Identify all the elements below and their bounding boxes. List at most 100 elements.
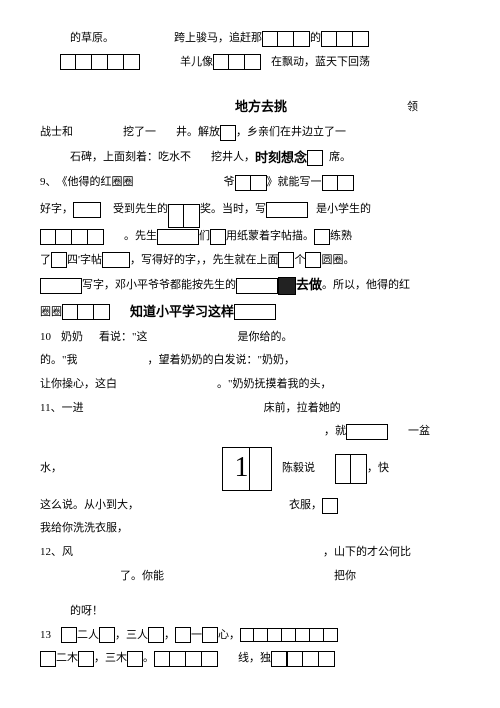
text: ，山下的才公何比 bbox=[323, 544, 411, 562]
text: ，三木 bbox=[94, 650, 127, 668]
line-22: 13 二人 ，三人 ， 一 心， bbox=[40, 627, 460, 645]
text: 练熟 bbox=[330, 228, 352, 246]
number: 9、 bbox=[40, 174, 57, 192]
blank-box bbox=[236, 278, 278, 294]
text: ，望着奶奶的白发说："奶奶， bbox=[148, 352, 296, 370]
text: 奖。当时，写 bbox=[200, 201, 266, 219]
text: 。 bbox=[143, 650, 154, 668]
text: 是小学生的 bbox=[316, 201, 371, 219]
text: 水， bbox=[40, 460, 62, 478]
text: 这么说。从小到大， bbox=[40, 497, 139, 515]
blank-box bbox=[61, 627, 77, 643]
text: 衣服， bbox=[289, 497, 322, 515]
text: 奶奶 bbox=[61, 329, 83, 347]
text: 》就能写一 bbox=[267, 174, 322, 192]
line-12: 的。"我 ，望着奶奶的白发说："奶奶， bbox=[40, 352, 460, 370]
line-23: 二木 ，三木 。 线，独 bbox=[40, 650, 460, 668]
number: 13 bbox=[40, 627, 51, 645]
blank-box bbox=[307, 150, 323, 166]
line-11b: 10 奶奶 看说："这 是你给的。 bbox=[40, 329, 460, 347]
blank-box bbox=[210, 229, 226, 245]
line-9: 了 四'字帖 ，写得好的字，，先生就在上面 个 圆圈。 bbox=[40, 252, 460, 270]
text: 战士和 bbox=[40, 124, 73, 142]
blank-box bbox=[73, 202, 101, 218]
blank-box bbox=[51, 252, 67, 268]
text: 好字， bbox=[40, 201, 73, 219]
number: 10 bbox=[40, 329, 51, 347]
title-row: 地方去挑 领 bbox=[40, 97, 460, 118]
text: 是你给的。 bbox=[238, 329, 293, 347]
line-4: 战士和 挖了一 井。解放 ，乡亲们在井边立了一 bbox=[40, 124, 460, 142]
text: 了。你能 bbox=[120, 568, 164, 586]
text-bold: 时刻想念 bbox=[255, 148, 307, 169]
text: 跨上骏马，追赶那 bbox=[174, 30, 262, 48]
text: 受到先生的 bbox=[113, 201, 168, 219]
blank-box bbox=[314, 229, 330, 245]
text: 了 bbox=[40, 252, 51, 270]
big-number: 1 bbox=[235, 446, 249, 491]
text: 羊儿像 bbox=[180, 54, 213, 72]
text: 在飘动，蓝天下回荡 bbox=[271, 54, 370, 72]
blank-boxes bbox=[62, 304, 110, 320]
text-bold: 知道小平学习这样 bbox=[130, 302, 234, 323]
line-11: 圈圈 知道小平学习这样 bbox=[40, 302, 460, 323]
text: 的呀！ bbox=[70, 603, 103, 621]
blank-boxes bbox=[287, 651, 335, 667]
blank-box bbox=[266, 202, 308, 218]
text: ，三人 bbox=[115, 627, 148, 645]
text: 。先生 bbox=[124, 228, 157, 246]
text: 看说："这 bbox=[99, 329, 148, 347]
text: 写字，邓小平爷爷都能按先生的 bbox=[82, 277, 236, 295]
blank-box bbox=[220, 125, 236, 141]
text: 一 bbox=[191, 627, 202, 645]
line-18: 我给你洗洗衣服， bbox=[40, 520, 460, 538]
blank-box bbox=[175, 627, 191, 643]
text: 席。 bbox=[329, 149, 351, 167]
line-5: 石碑，上面刻着：吃水不 挖井人， 时刻想念 席。 bbox=[40, 148, 460, 169]
text: 四'字帖 bbox=[67, 252, 102, 270]
blank-box bbox=[202, 627, 218, 643]
blank-box bbox=[271, 651, 287, 667]
text: 。所以，他得的红 bbox=[322, 277, 410, 295]
text: 爷 bbox=[224, 174, 235, 192]
text: 11、一进 bbox=[40, 400, 84, 418]
text: ，乡亲们在井边立了一 bbox=[236, 124, 346, 142]
blank-box bbox=[234, 304, 276, 320]
blank-boxes bbox=[40, 229, 104, 245]
blank-boxes bbox=[335, 454, 367, 484]
text: 《他得的红圈圈 bbox=[57, 174, 134, 192]
line-21: 的呀！ bbox=[40, 603, 460, 621]
text: 陈毅说 bbox=[282, 460, 315, 478]
line-1: 的草原。 跨上骏马，追赶那 的 bbox=[40, 30, 460, 48]
text: 用纸蒙着字帖描。 bbox=[226, 228, 314, 246]
blank-box-dark bbox=[278, 277, 296, 295]
text: 线，独 bbox=[238, 650, 271, 668]
text: 领 bbox=[407, 99, 418, 117]
line-6: 9、 《他得的红圈圈 爷 》就能写一 bbox=[40, 174, 460, 192]
text: 二人 bbox=[77, 627, 99, 645]
text: 二木 bbox=[56, 650, 78, 668]
line-13: 让你操心，这白 。"奶奶抚摸着我的头， bbox=[40, 376, 460, 394]
blank-box bbox=[99, 627, 115, 643]
text: 井。解放 bbox=[176, 124, 220, 142]
blank-box bbox=[278, 252, 294, 268]
blank-boxes bbox=[168, 204, 200, 228]
blank-box bbox=[157, 229, 199, 245]
blank-box bbox=[40, 651, 56, 667]
blank-boxes bbox=[240, 628, 338, 642]
blank-box bbox=[305, 252, 321, 268]
blank-box bbox=[148, 627, 164, 643]
blank-box bbox=[322, 498, 338, 514]
text: 的。"我 bbox=[40, 352, 78, 370]
text: 挖井人， bbox=[211, 149, 255, 167]
blank-boxes bbox=[213, 54, 261, 70]
text: ，快 bbox=[367, 460, 389, 478]
text: 我给你洗洗衣服， bbox=[40, 520, 128, 538]
text: 圈圈 bbox=[40, 304, 62, 322]
text: 心， bbox=[218, 627, 240, 645]
text: 。"奶奶抚摸着我的头， bbox=[217, 376, 332, 394]
blank-box bbox=[78, 651, 94, 667]
line-8: 。先生 们 用纸蒙着字帖描。 练熟 bbox=[40, 228, 460, 246]
text: 的草原。 bbox=[70, 30, 114, 48]
line-7: 好字， 受到先生的 奖。当时，写 是小学生的 bbox=[40, 198, 460, 222]
